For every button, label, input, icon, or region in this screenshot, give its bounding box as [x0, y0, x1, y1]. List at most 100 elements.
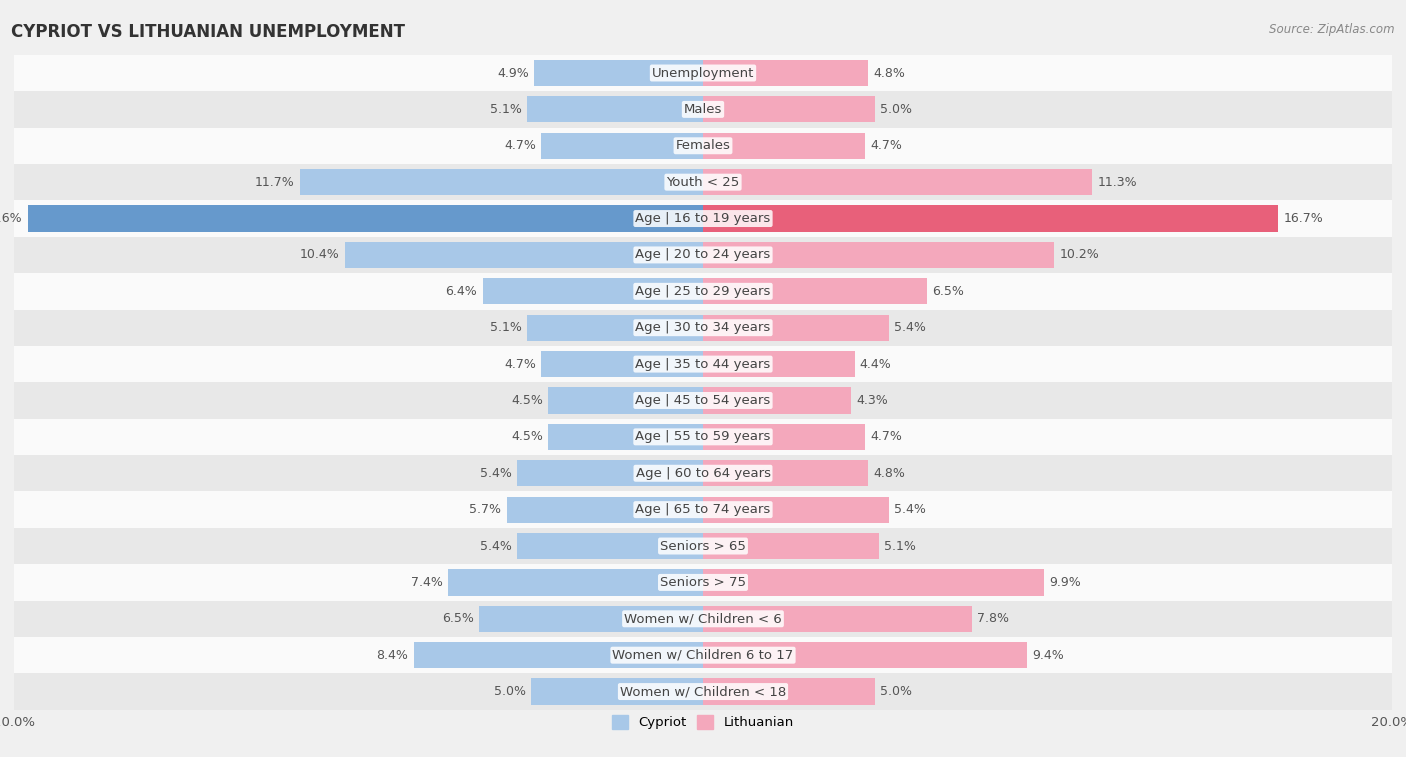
Text: 4.7%: 4.7%	[505, 357, 536, 371]
Bar	[703, 533, 879, 559]
Bar	[541, 132, 703, 159]
Bar	[14, 419, 1392, 455]
Legend: Cypriot, Lithuanian: Cypriot, Lithuanian	[607, 710, 799, 734]
Bar	[527, 96, 703, 123]
Text: 9.9%: 9.9%	[1049, 576, 1081, 589]
Text: Women w/ Children < 6: Women w/ Children < 6	[624, 612, 782, 625]
Text: 4.3%: 4.3%	[856, 394, 889, 407]
Bar	[703, 279, 927, 304]
Bar	[703, 642, 1026, 668]
Text: 5.1%: 5.1%	[884, 540, 915, 553]
Bar	[482, 279, 703, 304]
Text: Age | 20 to 24 years: Age | 20 to 24 years	[636, 248, 770, 261]
Bar	[449, 569, 703, 596]
Text: 5.4%: 5.4%	[479, 467, 512, 480]
Bar	[703, 132, 865, 159]
Bar	[703, 205, 1278, 232]
Bar	[14, 91, 1392, 128]
Text: 16.7%: 16.7%	[1284, 212, 1323, 225]
Bar	[14, 491, 1392, 528]
Text: 10.4%: 10.4%	[299, 248, 340, 261]
Text: 4.7%: 4.7%	[870, 431, 901, 444]
Text: 7.8%: 7.8%	[977, 612, 1010, 625]
Text: Women w/ Children 6 to 17: Women w/ Children 6 to 17	[613, 649, 793, 662]
Bar	[14, 637, 1392, 674]
Text: 4.8%: 4.8%	[873, 467, 905, 480]
Text: 5.4%: 5.4%	[894, 503, 927, 516]
Text: Age | 60 to 64 years: Age | 60 to 64 years	[636, 467, 770, 480]
Bar	[14, 346, 1392, 382]
Text: 4.7%: 4.7%	[870, 139, 901, 152]
Text: 4.5%: 4.5%	[510, 431, 543, 444]
Text: 9.4%: 9.4%	[1032, 649, 1064, 662]
Text: Source: ZipAtlas.com: Source: ZipAtlas.com	[1270, 23, 1395, 36]
Text: 4.9%: 4.9%	[498, 67, 529, 79]
Text: 5.0%: 5.0%	[494, 685, 526, 698]
Text: 6.4%: 6.4%	[446, 285, 478, 298]
Bar	[479, 606, 703, 632]
Text: Seniors > 75: Seniors > 75	[659, 576, 747, 589]
Bar	[527, 315, 703, 341]
Text: 5.1%: 5.1%	[491, 103, 522, 116]
Text: 5.4%: 5.4%	[894, 321, 927, 334]
Bar	[703, 96, 875, 123]
Text: 6.5%: 6.5%	[932, 285, 965, 298]
Text: Age | 65 to 74 years: Age | 65 to 74 years	[636, 503, 770, 516]
Text: Unemployment: Unemployment	[652, 67, 754, 79]
Bar	[703, 169, 1092, 195]
Bar	[14, 55, 1392, 91]
Bar	[413, 642, 703, 668]
Bar	[703, 606, 972, 632]
Bar	[14, 600, 1392, 637]
Text: 5.0%: 5.0%	[880, 103, 912, 116]
Text: 4.8%: 4.8%	[873, 67, 905, 79]
Bar	[531, 678, 703, 705]
Text: Age | 30 to 34 years: Age | 30 to 34 years	[636, 321, 770, 334]
Bar	[14, 273, 1392, 310]
Bar	[517, 460, 703, 486]
Text: 19.6%: 19.6%	[0, 212, 22, 225]
Text: CYPRIOT VS LITHUANIAN UNEMPLOYMENT: CYPRIOT VS LITHUANIAN UNEMPLOYMENT	[11, 23, 405, 41]
Text: Age | 35 to 44 years: Age | 35 to 44 years	[636, 357, 770, 371]
Bar	[14, 674, 1392, 710]
Bar	[344, 241, 703, 268]
Bar	[28, 205, 703, 232]
Text: Women w/ Children < 18: Women w/ Children < 18	[620, 685, 786, 698]
Bar	[14, 455, 1392, 491]
Bar	[14, 564, 1392, 600]
Text: Youth < 25: Youth < 25	[666, 176, 740, 188]
Bar	[506, 497, 703, 523]
Bar	[548, 388, 703, 413]
Text: Age | 45 to 54 years: Age | 45 to 54 years	[636, 394, 770, 407]
Text: 8.4%: 8.4%	[377, 649, 409, 662]
Text: 11.3%: 11.3%	[1098, 176, 1137, 188]
Bar	[517, 533, 703, 559]
Text: Males: Males	[683, 103, 723, 116]
Bar	[534, 60, 703, 86]
Bar	[14, 237, 1392, 273]
Bar	[14, 528, 1392, 564]
Text: 5.7%: 5.7%	[470, 503, 502, 516]
Text: Age | 25 to 29 years: Age | 25 to 29 years	[636, 285, 770, 298]
Bar	[14, 128, 1392, 164]
Bar	[703, 315, 889, 341]
Bar	[703, 388, 851, 413]
Bar	[14, 310, 1392, 346]
Text: 4.5%: 4.5%	[510, 394, 543, 407]
Text: Age | 55 to 59 years: Age | 55 to 59 years	[636, 431, 770, 444]
Text: Females: Females	[675, 139, 731, 152]
Bar	[703, 351, 855, 377]
Bar	[703, 460, 869, 486]
Bar	[703, 60, 869, 86]
Text: 5.0%: 5.0%	[880, 685, 912, 698]
Text: 4.7%: 4.7%	[505, 139, 536, 152]
Bar	[541, 351, 703, 377]
Text: 7.4%: 7.4%	[411, 576, 443, 589]
Text: 5.1%: 5.1%	[491, 321, 522, 334]
Bar	[703, 497, 889, 523]
Bar	[548, 424, 703, 450]
Bar	[703, 424, 865, 450]
Bar	[703, 569, 1045, 596]
Text: 10.2%: 10.2%	[1060, 248, 1099, 261]
Bar	[14, 382, 1392, 419]
